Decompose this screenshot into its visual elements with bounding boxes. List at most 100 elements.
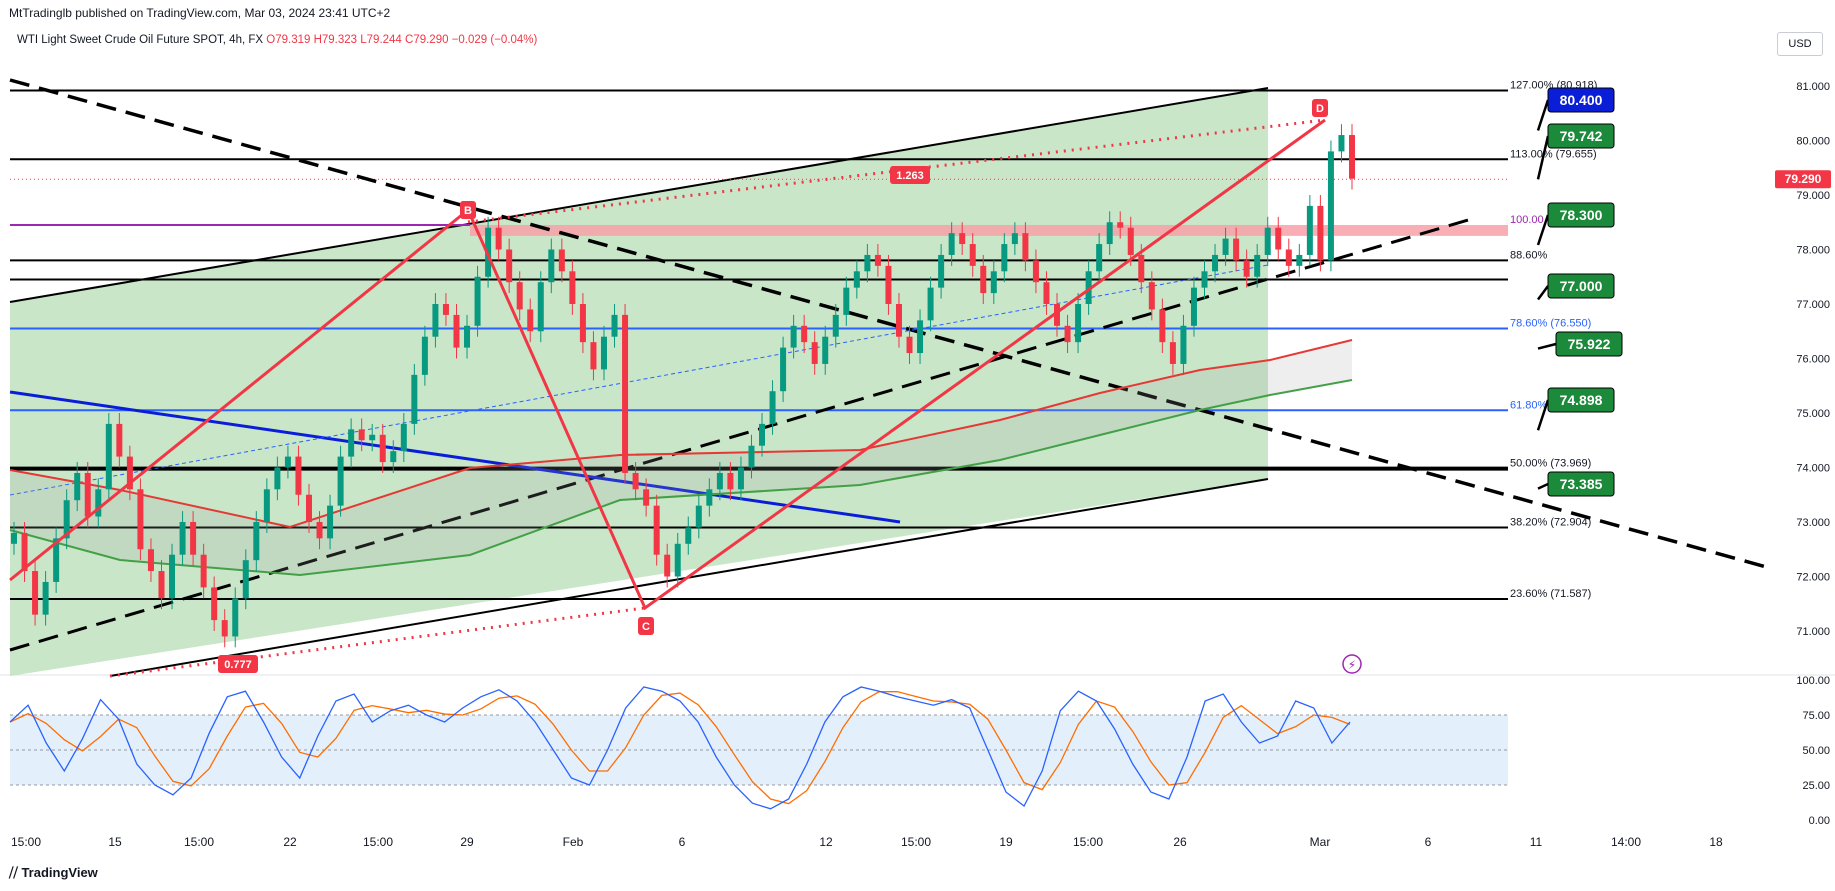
x-tick-label: 15:00 (11, 835, 41, 849)
channel-fill (10, 88, 1268, 676)
target-leader-line (1537, 342, 1557, 350)
candle-body (1243, 260, 1250, 277)
candle-body (1285, 249, 1292, 266)
price-target-label: 74.898 (1560, 392, 1603, 408)
candle-body (274, 467, 281, 490)
candle-body (864, 254, 871, 272)
candle-body (305, 494, 312, 522)
lightning-icon (1342, 654, 1362, 674)
candle-body (1317, 205, 1324, 261)
harmonic-point-marker (638, 617, 654, 635)
candle-body (1106, 222, 1113, 245)
candle-body (674, 543, 681, 577)
last-price-tag (1775, 170, 1831, 189)
y-tick-label: 73.000 (1796, 517, 1830, 529)
stoch-d-line (9, 691, 1351, 805)
candle-body (569, 271, 576, 304)
x-tick-label: 11 (1530, 835, 1543, 849)
x-tick-label: 15:00 (363, 835, 393, 849)
y-tick-label: 80.000 (1796, 136, 1830, 148)
harmonic-point-marker (460, 201, 476, 219)
candle-body (411, 374, 418, 424)
candle-body (1085, 271, 1092, 304)
y-tick-label: 77.000 (1796, 299, 1830, 311)
x-tick-label: 15:00 (1073, 835, 1103, 849)
candle-body (927, 287, 934, 321)
y-tick-label: 81.000 (1796, 81, 1830, 93)
published-line: MtTradinglb published on TradingView.com… (9, 6, 391, 20)
candle-body (622, 314, 629, 473)
candle-body (600, 336, 607, 370)
ma-red-line (9, 339, 1353, 529)
candle-body (42, 581, 49, 615)
candle-body (1338, 135, 1345, 152)
candle-body (105, 423, 112, 490)
candle-body (990, 271, 997, 294)
candle-body (1180, 325, 1187, 364)
candle-body (1190, 287, 1197, 326)
candle-body (1022, 233, 1029, 261)
price-target-label: 73.385 (1560, 476, 1603, 492)
x-tick-label: 22 (283, 835, 297, 849)
candle-body (801, 325, 808, 343)
candle-body (1201, 271, 1208, 288)
symbol-info: WTI Light Sweet Crude Oil Future SPOT, 4… (17, 34, 537, 46)
stoch-tick-label: 25.00 (1802, 780, 1830, 792)
candle-body (706, 489, 713, 506)
candle-body (400, 423, 407, 452)
harmonic-point-label: C (642, 621, 650, 633)
x-tick-label: 12 (819, 835, 833, 849)
candle-body (1075, 304, 1082, 343)
candle-body (474, 276, 481, 326)
candle-body (53, 538, 60, 582)
candle-body (295, 456, 302, 495)
candle-body (284, 456, 291, 468)
candle-body (790, 325, 797, 348)
price-target-label: 78.300 (1560, 207, 1603, 223)
fib-level-label: 113.00% (79.655) (1510, 148, 1597, 160)
candle-body (126, 456, 133, 490)
target-leader-line (1537, 482, 1549, 490)
candle-body (759, 423, 766, 446)
x-tick-label: 6 (679, 835, 686, 849)
stoch-tick-label: 75.00 (1802, 710, 1830, 722)
tradingview-logo-icon: ⧸⧸ (9, 865, 22, 880)
tradingview-brand: ⧸⧸ TradingView (9, 865, 98, 881)
harmonic-ratio-box (218, 655, 258, 673)
candle-body (1127, 227, 1134, 255)
candle-body (843, 287, 850, 315)
resistance-zone (470, 224, 1508, 236)
harmonic-ratio-label: 0.777 (224, 659, 252, 671)
candle-body (579, 304, 586, 343)
price-target-box (1547, 87, 1615, 113)
price-target-box (1547, 123, 1615, 149)
candle-body (495, 227, 502, 250)
candle-body (632, 472, 639, 490)
candle-body (1054, 304, 1061, 326)
candle-body (221, 620, 228, 637)
last-price-label: 79.290 (1785, 172, 1822, 186)
x-tick-label: 15 (108, 835, 122, 849)
candle-body (548, 249, 555, 283)
candle-body (327, 505, 334, 539)
x-tick-label: 26 (1173, 835, 1187, 849)
x-tick-label: 6 (1425, 835, 1432, 849)
candle-body (748, 445, 755, 468)
harmonic-point-label: B (464, 205, 472, 217)
candle-body (421, 336, 428, 375)
blue-trend-line (9, 390, 901, 524)
candle-body (716, 472, 723, 490)
candle-body (337, 456, 344, 506)
currency-button[interactable]: USD (1777, 32, 1823, 56)
candle-body (1148, 282, 1155, 310)
y-tick-label: 71.000 (1796, 626, 1830, 638)
candle-body (21, 532, 28, 572)
candle-body (442, 304, 449, 315)
candle-body (938, 254, 945, 288)
stoch-tick-label: 0.00 (1809, 815, 1830, 827)
candle-body (179, 522, 186, 555)
fib-level-label: 88.60% (1510, 249, 1548, 261)
fib-level-label: 78.60% (76.550) (1510, 318, 1591, 330)
candle-body (727, 472, 734, 490)
